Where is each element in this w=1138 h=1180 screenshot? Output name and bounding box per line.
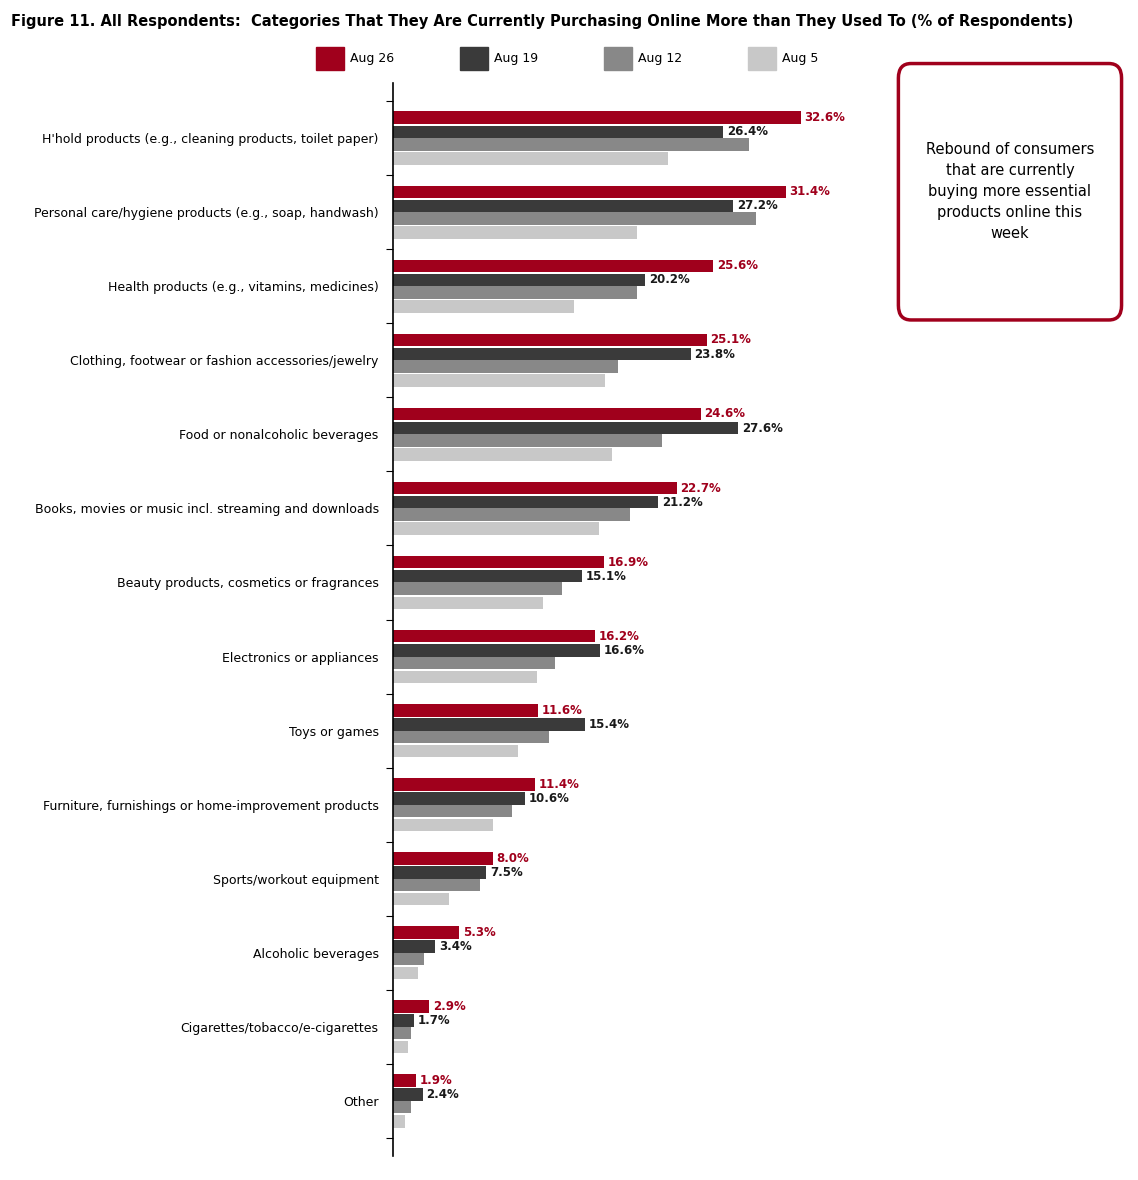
Bar [393, 630, 595, 642]
Bar [393, 374, 605, 387]
Bar [393, 274, 645, 287]
Text: 7.5%: 7.5% [490, 866, 523, 879]
Text: 8.0%: 8.0% [496, 852, 529, 865]
Bar [393, 656, 555, 669]
Bar [393, 1027, 411, 1040]
Text: 16.6%: 16.6% [604, 644, 645, 657]
Text: 24.6%: 24.6% [704, 407, 745, 420]
Text: 10.6%: 10.6% [529, 792, 570, 805]
Bar [393, 852, 493, 865]
Bar [393, 1041, 407, 1054]
Bar [393, 111, 801, 124]
Text: 2.9%: 2.9% [432, 999, 465, 1012]
Bar [393, 1101, 411, 1114]
Text: Aug 5: Aug 5 [782, 52, 818, 65]
Bar [393, 448, 612, 461]
Text: 25.1%: 25.1% [710, 334, 751, 347]
Bar [393, 644, 601, 656]
Text: 25.6%: 25.6% [717, 260, 758, 273]
Bar [393, 1074, 417, 1087]
Text: Aug 26: Aug 26 [351, 52, 395, 65]
Text: 11.4%: 11.4% [539, 778, 580, 791]
Bar [393, 893, 448, 905]
Bar [393, 334, 707, 346]
Text: Figure 11. All Respondents:  Categories That They Are Currently Purchasing Onlin: Figure 11. All Respondents: Categories T… [11, 14, 1074, 30]
Text: 21.2%: 21.2% [661, 496, 702, 509]
Bar [393, 152, 668, 165]
Bar [393, 125, 723, 138]
Text: 11.6%: 11.6% [542, 703, 583, 716]
Bar [393, 1015, 414, 1027]
Text: 27.2%: 27.2% [737, 199, 777, 212]
Bar [393, 952, 423, 965]
Bar [393, 926, 459, 938]
Bar [393, 570, 582, 583]
Text: 15.4%: 15.4% [589, 717, 630, 730]
Bar [393, 408, 701, 420]
Text: 31.4%: 31.4% [790, 185, 831, 198]
Bar [393, 434, 661, 447]
Bar [393, 805, 511, 818]
Bar [393, 879, 480, 891]
Bar [393, 717, 585, 730]
Bar [393, 1088, 422, 1101]
Bar [393, 481, 677, 494]
Bar [393, 360, 618, 373]
Bar [393, 670, 537, 683]
Bar [393, 730, 549, 743]
Bar [393, 212, 756, 224]
Text: 16.9%: 16.9% [608, 556, 649, 569]
Bar [393, 778, 535, 791]
Bar [393, 523, 599, 535]
Text: 20.2%: 20.2% [649, 274, 690, 287]
Bar [393, 301, 574, 313]
Bar [393, 227, 637, 238]
Bar [393, 199, 733, 212]
Bar [393, 348, 691, 360]
Bar [393, 287, 637, 299]
Bar [316, 47, 344, 71]
Bar [393, 940, 435, 952]
Bar [393, 1001, 429, 1012]
Text: 15.1%: 15.1% [585, 570, 626, 583]
Bar [393, 819, 493, 831]
Text: 27.6%: 27.6% [742, 421, 783, 434]
Bar [393, 421, 739, 434]
Bar [393, 556, 604, 569]
Text: 32.6%: 32.6% [805, 111, 846, 124]
Bar [603, 47, 632, 71]
Bar [393, 583, 561, 595]
FancyBboxPatch shape [898, 64, 1122, 320]
Text: Aug 19: Aug 19 [494, 52, 538, 65]
Text: 23.8%: 23.8% [694, 348, 735, 361]
Text: Rebound of consumers
that are currently
buying more essential
products online th: Rebound of consumers that are currently … [926, 143, 1094, 241]
Bar [393, 745, 518, 758]
Bar [393, 509, 630, 522]
Bar [393, 496, 658, 509]
Bar [393, 185, 785, 198]
Bar [393, 1115, 405, 1128]
Bar [393, 704, 538, 716]
Text: 16.2%: 16.2% [599, 630, 640, 643]
Bar [393, 597, 543, 609]
Text: 22.7%: 22.7% [681, 481, 721, 494]
Bar [460, 47, 488, 71]
Text: 2.4%: 2.4% [427, 1088, 459, 1101]
Bar [393, 260, 714, 273]
Bar [748, 47, 776, 71]
Text: 3.4%: 3.4% [439, 940, 471, 953]
Bar [393, 866, 486, 879]
Text: Aug 12: Aug 12 [638, 52, 683, 65]
Bar [393, 792, 526, 805]
Text: 1.7%: 1.7% [418, 1014, 451, 1027]
Text: 1.9%: 1.9% [420, 1074, 453, 1087]
Text: 26.4%: 26.4% [727, 125, 768, 138]
Bar [393, 138, 749, 151]
Bar [393, 966, 418, 979]
Text: 5.3%: 5.3% [463, 926, 495, 939]
